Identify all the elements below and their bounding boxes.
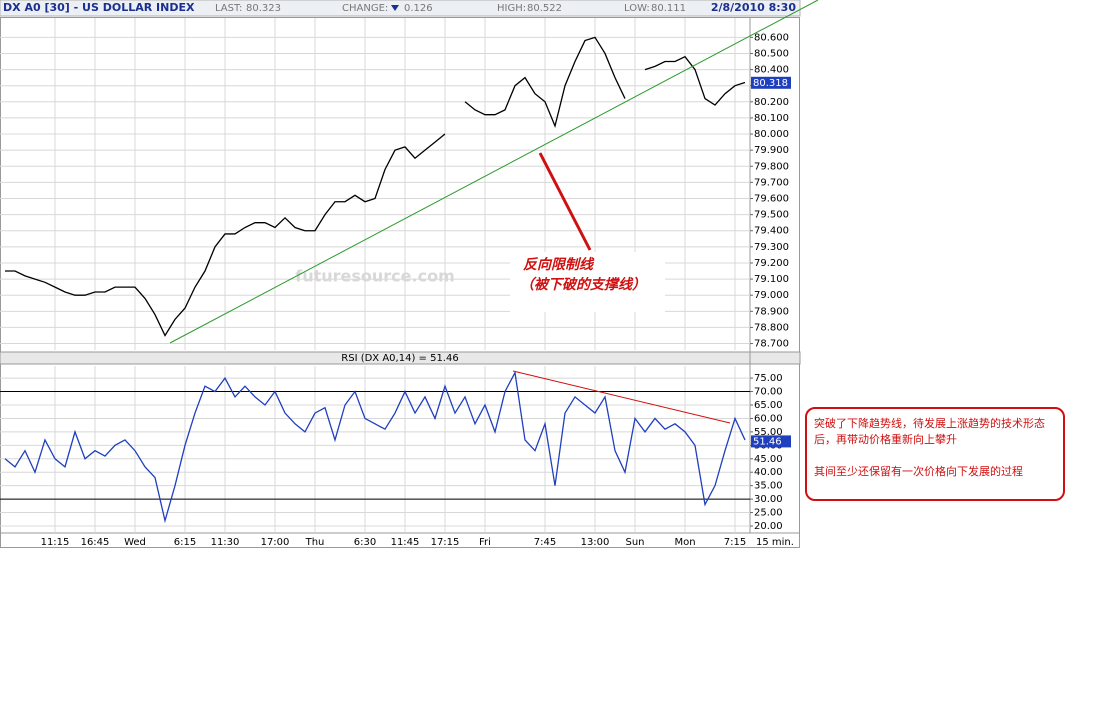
current-value-box [751, 435, 791, 448]
x-tick-label: 17:15 [431, 537, 460, 548]
x-tick-label: 7:45 [534, 537, 556, 548]
y-tick-label: 79.500 [754, 210, 789, 221]
x-tick-label: 13:00 [581, 537, 610, 548]
trend-line [169, 0, 819, 344]
x-tick-label: Fri [479, 537, 491, 548]
x-tick-label: 6:30 [354, 537, 376, 548]
series-line [5, 36, 746, 337]
y-tick-label: 79.200 [754, 258, 789, 269]
header-value: 80.111 [651, 3, 686, 14]
current-value-label: 80.318 [753, 78, 788, 89]
y-tick-label: 79.800 [754, 161, 789, 172]
y-tick-label: 80.400 [754, 65, 789, 76]
series-line [4, 370, 746, 524]
y-tick-label: 79.300 [754, 242, 789, 253]
y-tick-label: 78.900 [754, 306, 789, 317]
header-label: CHANGE: [342, 3, 388, 14]
x-tick-label: Mon [674, 537, 695, 548]
x-tick-label: 11:15 [41, 537, 70, 548]
header-label: LAST: [215, 3, 242, 14]
header-datetime: 2/8/2010 8:30 [711, 1, 796, 14]
x-tick-label: 11:45 [391, 537, 420, 548]
y-tick-label: 70.00 [754, 387, 783, 398]
y-tick-label: 30.00 [754, 494, 783, 505]
x-tick-label: Thu [305, 537, 325, 548]
comment-text: 其间至少还保留有一次价格向下发展的过程 [814, 465, 1023, 478]
y-tick-label: 40.00 [754, 467, 783, 478]
x-tick-label: 17:00 [261, 537, 290, 548]
annotation-title: 反向限制线 [523, 256, 595, 273]
current-value-box [751, 76, 791, 89]
x-tick-label: 11:30 [211, 537, 240, 548]
x-tick-label: 16:45 [81, 537, 110, 548]
header-value: 0.126 [404, 3, 433, 14]
divergence-line [512, 370, 731, 424]
chart-title: RSI (DX A0,14) = 51.46 [341, 353, 458, 364]
y-tick-label: 79.600 [754, 194, 789, 205]
y-tick-label: 80.100 [754, 113, 789, 124]
y-tick-label: 80.000 [754, 129, 789, 140]
y-tick-label: 78.800 [754, 322, 789, 333]
y-tick-label: 45.00 [754, 454, 783, 465]
annotation-arrow [538, 152, 592, 251]
rsi-title-bar [0, 351, 801, 365]
current-value-label: 51.46 [753, 436, 782, 447]
comment-text: 突破了下降趋势线，待发展上涨趋势的技术形态后，再带动价格重新向上攀升 [814, 417, 1045, 446]
y-tick-label: 25.00 [754, 508, 783, 519]
header-value: 80.323 [246, 3, 281, 14]
annotation-bg [510, 252, 665, 312]
y-tick-label: 80.600 [754, 32, 789, 43]
y-tick-label: 35.00 [754, 481, 783, 492]
y-tick-label: 65.00 [754, 400, 783, 411]
header-bar [0, 0, 801, 17]
x-tick-label: Sun [625, 537, 644, 548]
y-tick-label: 79.100 [754, 274, 789, 285]
y-tick-label: 75.00 [754, 373, 783, 384]
x-tick-label: 6:15 [174, 537, 196, 548]
x-tick-label: 7:15 [724, 537, 746, 548]
x-unit: 15 min. [756, 537, 794, 548]
header-label: HIGH: [497, 3, 526, 14]
y-tick-label: 60.00 [754, 413, 783, 424]
header-label: LOW: [624, 3, 650, 14]
y-tick-label: 78.700 [754, 339, 789, 350]
down-arrow [391, 5, 399, 11]
annotation-note: （被下破的支撑线） [520, 276, 646, 293]
comment-box [805, 407, 1065, 501]
y-tick-label: 80.500 [754, 48, 789, 59]
y-tick-label: 79.000 [754, 290, 789, 301]
header-value: 80.522 [527, 3, 562, 14]
y-tick-label: 79.900 [754, 145, 789, 156]
watermark: futuresource.com [295, 267, 455, 286]
x-tick-label: Wed [124, 537, 146, 548]
y-tick-label: 80.200 [754, 97, 789, 108]
y-tick-label: 20.00 [754, 521, 783, 532]
y-tick-label: 79.400 [754, 226, 789, 237]
comment: 突破了下降趋势线，待发展上涨趋势的技术形态后，再带动价格重新向上攀升 其间至少还… [814, 416, 1058, 496]
y-tick-label: 79.700 [754, 177, 789, 188]
y-tick-label: 55.00 [754, 427, 783, 438]
header-title: DX A0 [30] - US DOLLAR INDEX [3, 1, 195, 14]
